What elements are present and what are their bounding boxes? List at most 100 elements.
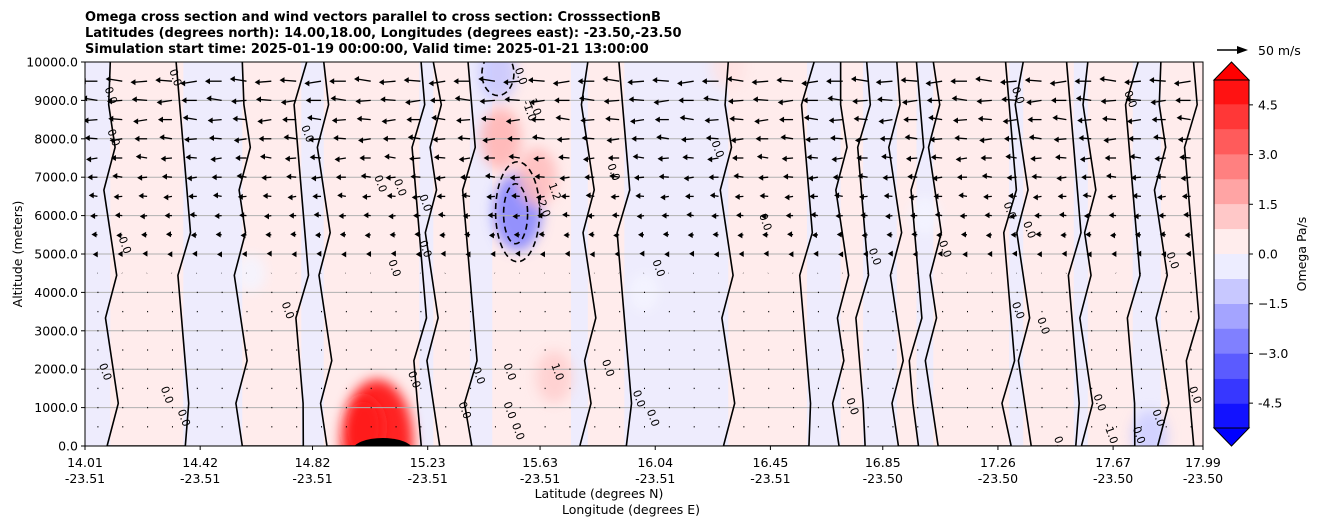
wind-vector-head-16-39 — [1053, 136, 1059, 143]
wind-vector-18-12 — [383, 98, 396, 102]
wind-vector-head-11-16 — [488, 232, 494, 239]
colorbar-tick-label-4: 1.5 — [1258, 197, 1278, 212]
x-tick-label-lon-6: -23.51 — [750, 471, 790, 486]
wind-vector-head-10-44 — [1185, 250, 1191, 257]
wind-vector-19-1 — [108, 78, 123, 82]
wind-vector-head-10-37 — [1012, 250, 1017, 257]
plot-area: 0.00.00.00.00.00.00.00.00.00.0 0.00.00.00… — [84, 61, 1204, 447]
wind-vector-head-18-39 — [1051, 97, 1057, 104]
colorbar-segment-4 — [1214, 303, 1249, 329]
wind-vector-head-14-42 — [1130, 174, 1136, 181]
contour-label-8: 0.0 — [298, 123, 316, 144]
wind-vector-19-38 — [1027, 79, 1042, 82]
wind-vector-head-12-2 — [139, 213, 145, 220]
wind-vector-19-4 — [183, 80, 197, 85]
wind-vector-head-18-3 — [156, 99, 162, 106]
wind-vector-head-14-43 — [1155, 173, 1161, 180]
wind-vector-head-17-13 — [406, 116, 412, 123]
wind-vector-head-19-7 — [254, 79, 260, 86]
wind-vector-head-13-30 — [834, 192, 840, 199]
wind-vector-head-12-5 — [214, 213, 220, 219]
wind-vector-head-10-36 — [987, 251, 993, 257]
wind-vector-18-31 — [855, 99, 868, 103]
wind-vector-head-18-38 — [1026, 99, 1032, 106]
wind-vector-head-14-37 — [1006, 174, 1012, 181]
wind-vector-head-15-12 — [384, 153, 390, 160]
wind-vector-head-19-32 — [875, 79, 881, 86]
wind-vector-head-17-39 — [1052, 114, 1058, 121]
wind-vector-18-15 — [457, 97, 471, 102]
wind-vector-head-17-41 — [1102, 115, 1108, 122]
chart-title-line-2: Latitudes (degrees north): 14.00,18.00, … — [85, 26, 682, 41]
wind-vector-head-18-0 — [85, 95, 88, 102]
wind-vector-head-15-32 — [881, 153, 887, 160]
wind-vector-18-16 — [482, 99, 495, 103]
wind-vector-head-14-15 — [460, 174, 466, 181]
wind-vector-head-19-27 — [751, 79, 757, 86]
x-tick-label-lat-3: 15.23 — [410, 455, 446, 470]
wind-vector-head-17-1 — [108, 115, 114, 122]
wind-vector-head-19-29 — [801, 80, 807, 87]
wind-vector-18-0 — [85, 97, 98, 102]
wind-vector-head-13-6 — [237, 193, 243, 200]
wind-vector-head-11-3 — [165, 231, 171, 238]
wind-vector-head-13-36 — [983, 193, 989, 200]
wind-vector-head-13-26 — [734, 193, 740, 200]
wind-vector-head-18-35 — [951, 95, 957, 102]
wind-vector-head-16-1 — [109, 137, 115, 144]
x-tick-label-lat-10: 17.99 — [1185, 455, 1221, 470]
wind-vector-head-13-4 — [188, 193, 194, 200]
wind-vector-head-17-18 — [530, 116, 536, 123]
wind-vector-head-11-38 — [1035, 231, 1041, 238]
wind-vector-head-10-34 — [937, 250, 943, 257]
zero-contour-0 — [103, 62, 192, 446]
wind-vector-head-15-14 — [433, 154, 439, 161]
wind-vector-19-34 — [928, 80, 943, 85]
contour-label-24: 0.0 — [501, 400, 519, 421]
wind-vector-head-11-14 — [439, 232, 445, 239]
colorbar-tick-label-0: -4.5 — [1258, 396, 1282, 411]
wind-vector-head-14-38 — [1031, 173, 1037, 180]
contour-label-45: 0.0 — [1149, 407, 1167, 428]
wind-vector-head-11-4 — [190, 232, 196, 239]
wind-vector-head-10-38 — [1036, 251, 1042, 258]
wind-vector-head-10-31 — [862, 251, 868, 257]
wind-vector-head-11-39 — [1060, 232, 1066, 239]
colorbar-segment-1 — [1214, 378, 1249, 404]
wind-vector-head-12-37 — [1009, 213, 1015, 220]
wind-vector-head-15-11 — [359, 155, 365, 161]
wind-vector-19-24 — [679, 80, 694, 85]
wind-vector-head-19-36 — [975, 76, 981, 82]
wind-vector-head-13-0 — [88, 192, 94, 199]
wind-vector-head-12-40 — [1083, 213, 1089, 219]
wind-vector-head-16-30 — [830, 135, 836, 141]
x-tick-label-lon-2: -23.51 — [292, 471, 332, 486]
contour-label-23: 0.0 — [501, 361, 519, 382]
wind-vector-head-10-26 — [738, 251, 744, 257]
wind-vector-head-13-12 — [386, 192, 392, 199]
wind-vector-head-15-20 — [582, 156, 588, 163]
wind-vector-head-11-23 — [662, 231, 668, 238]
wind-vector-18-36 — [979, 99, 992, 103]
y-tick-label-4: 4000.0 — [34, 285, 78, 300]
wind-vector-head-19-5 — [204, 78, 210, 85]
wind-vector-head-19-43 — [1149, 77, 1155, 84]
wind-vector-head-13-8 — [287, 194, 293, 201]
wind-vector-head-19-39 — [1049, 80, 1055, 87]
wind-vector-head-14-34 — [932, 175, 938, 182]
wind-vector-head-14-6 — [236, 173, 242, 179]
wind-vector-head-13-13 — [411, 194, 417, 201]
wind-vector-head-16-31 — [854, 137, 860, 144]
wind-vector-18-22 — [631, 98, 645, 102]
wind-vector-19-43 — [1152, 79, 1166, 82]
wind-vector-head-12-26 — [736, 212, 742, 219]
zero-contour-11 — [1153, 62, 1200, 446]
colorbar-extend-high — [1212, 61, 1251, 81]
wind-vector-head-14-16 — [484, 173, 490, 179]
wind-vector-head-13-11 — [362, 193, 368, 200]
wind-vector-head-18-9 — [305, 97, 311, 104]
wind-vector-head-18-13 — [405, 99, 411, 106]
wind-vector-head-16-23 — [656, 134, 662, 141]
wind-vector-head-14-31 — [857, 173, 863, 179]
